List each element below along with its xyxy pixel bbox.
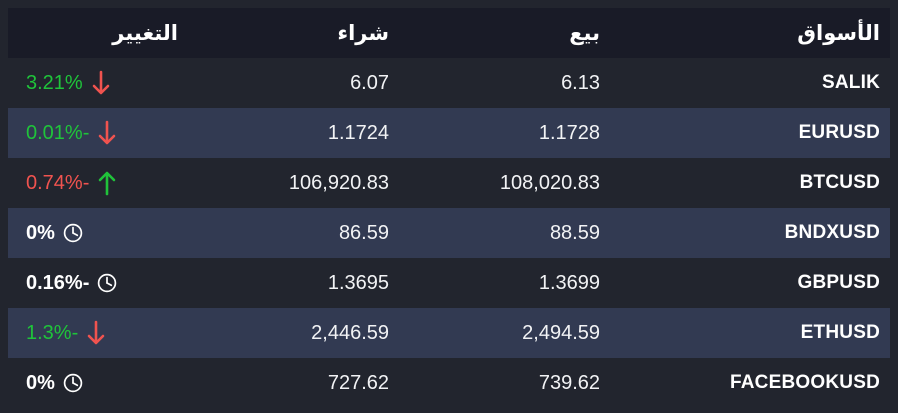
table-row[interactable]: EURUSD 1.1728 1.1724 0.01%- [8,108,890,158]
market-symbol: EURUSD [798,122,880,143]
cell-sell-price: 1.3699 [389,258,600,308]
table-row[interactable]: ETHUSD 2,494.59 2,446.59 1.3%- [8,308,890,358]
table-row[interactable]: BTCUSD 108,020.83 106,920.83 0.74%- [8,158,890,208]
buy-price-value: 86.59 [338,221,389,244]
cell-change: 1.3%- [8,308,178,358]
sell-price-value: 88.59 [549,221,600,244]
cell-sell-price: 2,494.59 [389,308,600,358]
header-label-market: الأسواق [797,21,880,45]
cell-change: 3.21% [8,58,178,108]
cell-sell-price: 6.13 [389,58,600,108]
header-cell-buy: شراء [178,8,389,58]
cell-buy-price: 727.62 [178,358,389,408]
cell-sell-price: 1.1728 [389,108,600,158]
cell-buy-price: 2,446.59 [178,308,389,358]
buy-price-value: 6.07 [350,71,389,94]
arrow-down-icon [96,120,118,146]
sell-price-value: 108,020.83 [499,171,600,194]
arrow-up-icon [96,170,118,196]
buy-price-value: 106,920.83 [288,171,389,194]
change-indicator: 0.16%- [8,270,178,296]
sell-price-value: 2,494.59 [522,321,600,344]
cell-sell-price: 88.59 [389,208,600,258]
clock-icon [62,370,84,396]
header-label-buy: شراء [337,21,389,45]
header-label-sell: بيع [569,21,600,45]
change-percent-value: 0.16%- [26,271,90,294]
cell-buy-price: 1.1724 [178,108,389,158]
buy-price-value: 1.1724 [327,121,389,144]
market-symbol: FACEBOOKUSD [730,372,880,393]
cell-market: GBPUSD [600,258,890,308]
arrow-down-icon [90,70,112,96]
buy-price-value: 1.3695 [327,271,389,294]
quotes-table-body: SALIK 6.13 6.07 3.21% EURUSD 1.1728 1.1724 0.01… [8,58,890,408]
header-cell-change: التغيير [8,8,178,58]
change-indicator: 0% [8,220,178,246]
buy-price-value: 727.62 [327,371,389,394]
cell-buy-price: 6.07 [178,58,389,108]
arrow-down-icon [85,320,107,346]
cell-sell-price: 108,020.83 [389,158,600,208]
header-cell-market: الأسواق [600,8,890,58]
cell-buy-price: 106,920.83 [178,158,389,208]
header-cell-sell: بيع [389,8,600,58]
change-indicator: 0% [8,370,178,396]
cell-market: BNDXUSD [600,208,890,258]
change-percent-value: 1.3%- [26,321,79,344]
cell-sell-price: 739.62 [389,358,600,408]
cell-change: 0.01%- [8,108,178,158]
table-row[interactable]: SALIK 6.13 6.07 3.21% [8,58,890,108]
sell-price-value: 6.13 [561,71,600,94]
cell-change: 0.74%- [8,158,178,208]
cell-market: FACEBOOKUSD [600,358,890,408]
change-indicator: 0.01%- [8,120,178,146]
clock-icon [62,220,84,246]
market-symbol: GBPUSD [797,272,880,293]
market-symbol: ETHUSD [800,322,880,343]
cell-market: SALIK [600,58,890,108]
change-percent-value: 0.74%- [26,171,90,194]
cell-market: EURUSD [600,108,890,158]
header-label-change: التغيير [112,21,178,45]
table-row[interactable]: FACEBOOKUSD 739.62 727.62 0% [8,358,890,408]
sell-price-value: 1.1728 [538,121,600,144]
cell-market: BTCUSD [600,158,890,208]
cell-market: ETHUSD [600,308,890,358]
change-indicator: 3.21% [8,70,178,96]
change-indicator: 0.74%- [8,170,178,196]
change-percent-value: 0% [26,221,55,244]
table-row[interactable]: GBPUSD 1.3699 1.3695 0.16%- [8,258,890,308]
change-indicator: 1.3%- [8,320,178,346]
buy-price-value: 2,446.59 [311,321,389,344]
change-percent-value: 0% [26,371,55,394]
change-percent-value: 3.21% [26,71,83,94]
cell-buy-price: 86.59 [178,208,389,258]
sell-price-value: 1.3699 [538,271,600,294]
cell-change: 0% [8,208,178,258]
market-symbol: BTCUSD [799,172,880,193]
market-symbol: SALIK [822,72,880,93]
cell-change: 0% [8,358,178,408]
cell-buy-price: 1.3695 [178,258,389,308]
clock-icon [96,270,118,296]
sell-price-value: 739.62 [538,371,600,394]
market-symbol: BNDXUSD [784,222,880,243]
table-row[interactable]: BNDXUSD 88.59 86.59 0% [8,208,890,258]
table-header-row: الأسواق بيع شراء التغيير [8,8,890,58]
change-percent-value: 0.01%- [26,121,90,144]
cell-change: 0.16%- [8,258,178,308]
